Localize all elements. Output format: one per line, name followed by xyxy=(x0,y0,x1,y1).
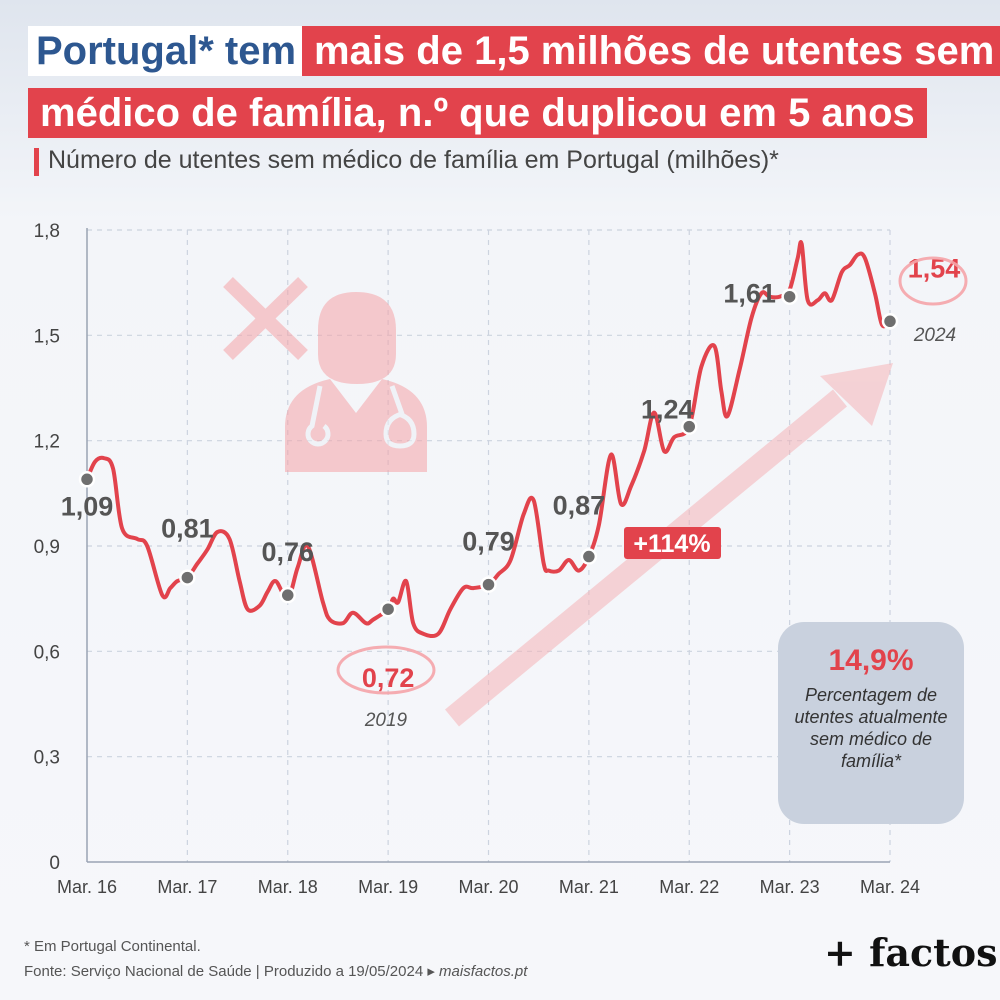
point-label: 1,24 xyxy=(641,395,694,425)
y-axis-ticks: 0 0,3 0,6 0,9 1,2 1,5 1,8 xyxy=(34,221,60,874)
low-highlight xyxy=(336,645,436,695)
site-link[interactable]: maisfactos.pt xyxy=(439,963,528,980)
x-tick-label: Mar. 23 xyxy=(760,877,820,897)
year-label-2024: 2024 xyxy=(913,325,956,346)
year-label-2019: 2019 xyxy=(364,710,408,731)
x-tick-label: Mar. 19 xyxy=(358,877,418,897)
x-tick-label: Mar. 22 xyxy=(659,877,719,897)
data-point xyxy=(179,569,196,586)
x-tick-label: Mar. 20 xyxy=(458,877,518,897)
subtitle-accent xyxy=(34,148,39,176)
x-tick-label: Mar. 21 xyxy=(559,877,619,897)
y-tick-label: 1,2 xyxy=(34,432,60,453)
stat-box: 14,9% Percentagem de utentes atualmente … xyxy=(778,622,964,824)
point-label: 0,79 xyxy=(462,527,515,557)
headline-line-2: médico de família, n.º que duplicou em 5… xyxy=(28,88,978,142)
growth-label: +114% xyxy=(633,530,710,558)
data-point xyxy=(480,576,497,593)
y-tick-label: 0,9 xyxy=(34,537,60,558)
data-point xyxy=(681,418,698,435)
y-tick-label: 1,8 xyxy=(34,221,60,242)
y-tick-label: 0,3 xyxy=(34,748,60,769)
doctor-icon xyxy=(285,292,427,472)
x-tick-label: Mar. 18 xyxy=(258,877,318,897)
point-label: 0,72 xyxy=(362,663,415,693)
x-tick-label: Mar. 17 xyxy=(157,877,217,897)
stat-text: Percentagem de utentes atualmente sem mé… xyxy=(794,685,948,771)
footnote: * Em Portugal Continental. xyxy=(24,938,201,955)
point-label: 0,81 xyxy=(161,514,214,544)
x-axis-labels: Mar. 16 Mar. 17 Mar. 18 Mar. 19 Mar. 20 Mar. … xyxy=(57,877,920,897)
data-point xyxy=(580,548,598,565)
chart-subtitle: Número de utentes sem médico de família … xyxy=(48,146,779,174)
y-tick-label: 0,6 xyxy=(34,642,60,663)
high-highlight xyxy=(898,256,968,306)
stat-value: 14,9% xyxy=(828,644,914,677)
gridlines xyxy=(86,228,891,863)
x-tick-label: Mar. 16 xyxy=(57,877,117,897)
x-tick-label: Mar. 24 xyxy=(860,877,920,897)
data-point xyxy=(78,471,96,488)
growth-badge: +114% xyxy=(624,527,721,559)
point-label: 0,76 xyxy=(261,537,314,567)
headline-blue: Portugal* tem xyxy=(28,26,305,76)
cross-icon xyxy=(223,276,308,361)
data-point xyxy=(379,600,397,618)
brand-logo: + factos xyxy=(824,930,998,975)
y-tick-label: 0 xyxy=(49,853,60,874)
point-label: 1,61 xyxy=(723,279,776,309)
data-point xyxy=(881,313,899,330)
headline-red-2: médico de família, n.º que duplicou em 5… xyxy=(28,88,927,138)
data-point xyxy=(279,586,296,604)
point-labels: 1,090,810,760,720,790,871,241,611,54 xyxy=(61,253,961,693)
point-label: 1,09 xyxy=(61,491,114,521)
headline-red-1: mais de 1,5 milhões de utentes sem xyxy=(302,26,1000,76)
y-tick-label: 1,5 xyxy=(34,326,60,347)
headline: Portugal* tem mais de 1,5 milhões de ute… xyxy=(28,26,1000,150)
headline-line-1: Portugal* tem mais de 1,5 milhões de ute… xyxy=(28,26,1000,80)
data-points xyxy=(78,288,899,618)
data-point xyxy=(781,288,798,305)
source-text: Fonte: Serviço Nacional de Saúde | Produ… xyxy=(24,963,435,980)
point-label: 0,87 xyxy=(553,491,606,521)
source-line: Fonte: Serviço Nacional de Saúde | Produ… xyxy=(24,962,527,980)
